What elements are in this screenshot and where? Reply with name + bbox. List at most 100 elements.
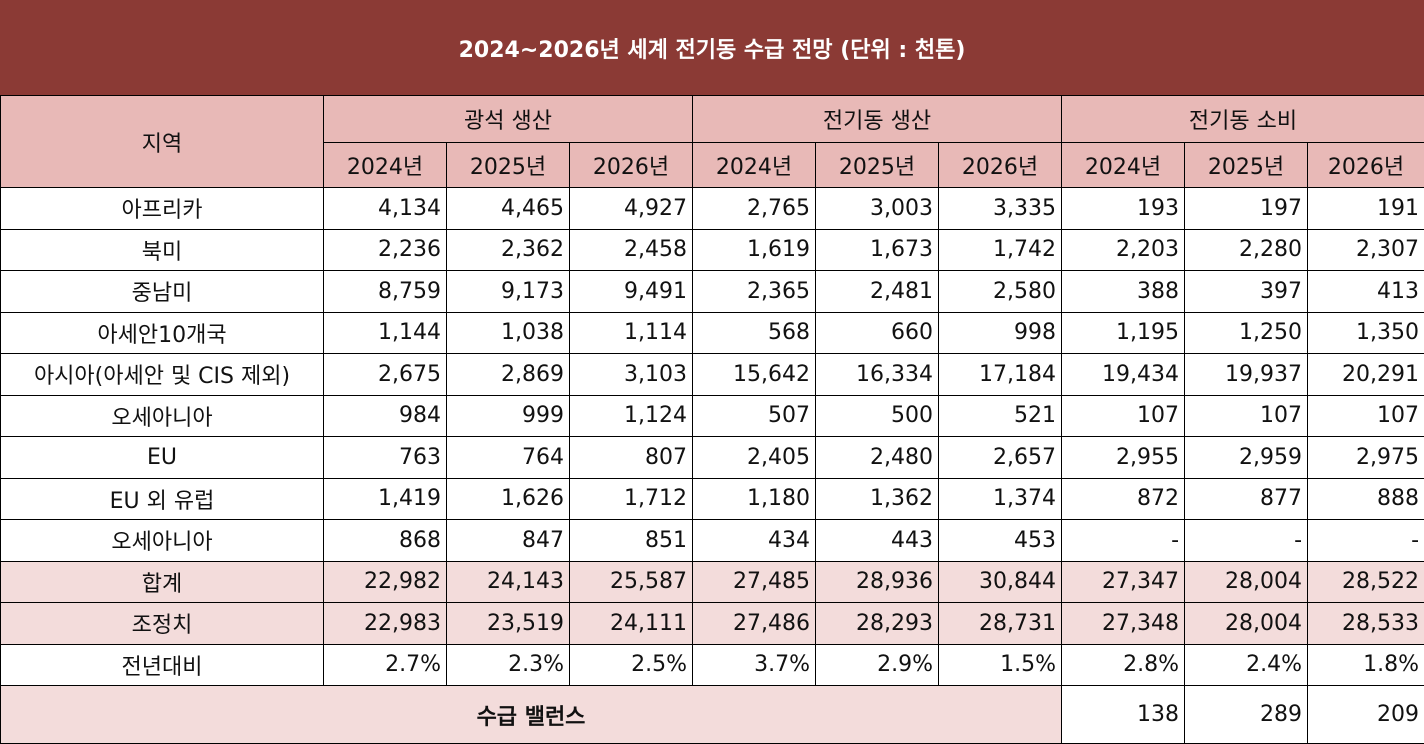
value-cell: 984 <box>323 394 447 437</box>
value-cell: 872 <box>1061 477 1186 520</box>
value-cell: 2,480 <box>815 436 940 479</box>
year-header: 2025년 <box>446 142 570 188</box>
table-title: 2024~2026년 세계 전기동 수급 전망 (단위 : 천톤) <box>0 0 1424 95</box>
region-cell: 전년대비 <box>0 643 324 686</box>
balance-row: 수급 밸런스 138 289 209 <box>0 685 1424 744</box>
region-cell: 북미 <box>0 228 324 271</box>
value-cell: 2,580 <box>938 270 1063 313</box>
value-cell: 851 <box>568 519 694 562</box>
value-cell: 107 <box>1307 394 1424 437</box>
value-cell: 397 <box>1184 270 1309 313</box>
group-header-refined-production: 전기동 생산 <box>692 95 1063 143</box>
value-cell: 877 <box>1184 477 1309 520</box>
value-cell: 27,485 <box>692 560 817 603</box>
value-cell: 3,103 <box>568 353 694 396</box>
value-cell: 521 <box>938 394 1063 437</box>
value-cell: 2,869 <box>446 353 570 396</box>
value-cell: 2,955 <box>1061 436 1186 479</box>
value-cell: 2.8% <box>1061 643 1186 686</box>
region-cell: 아시아(아세안 및 CIS 제외) <box>0 353 324 396</box>
value-cell: 9,173 <box>446 270 570 313</box>
region-cell: 오세아니아 <box>0 394 324 437</box>
year-header: 2024년 <box>692 142 817 188</box>
value-cell: 1,742 <box>938 228 1063 271</box>
value-cell: 2,405 <box>692 436 817 479</box>
value-cell: 22,982 <box>323 560 447 603</box>
region-cell: EU <box>0 436 324 479</box>
value-cell: 1,250 <box>1184 311 1309 354</box>
value-cell: 2,307 <box>1307 228 1424 271</box>
region-cell: 아세안10개국 <box>0 311 324 354</box>
value-cell: 2.7% <box>323 643 447 686</box>
region-cell: 합계 <box>0 560 324 603</box>
value-cell: 999 <box>446 394 570 437</box>
value-cell: 28,293 <box>815 602 940 645</box>
value-cell: 2,765 <box>692 187 817 230</box>
value-cell: 1,144 <box>323 311 447 354</box>
value-cell: 2,481 <box>815 270 940 313</box>
region-cell: 중남미 <box>0 270 324 313</box>
value-cell: 28,004 <box>1184 602 1309 645</box>
value-cell: 568 <box>692 311 817 354</box>
value-cell: 20,291 <box>1307 353 1424 396</box>
balance-value: 138 <box>1061 685 1186 744</box>
value-cell: 19,937 <box>1184 353 1309 396</box>
value-cell: 1,619 <box>692 228 817 271</box>
year-header: 2024년 <box>1061 142 1186 188</box>
value-cell: 453 <box>938 519 1063 562</box>
value-cell: 19,434 <box>1061 353 1186 396</box>
value-cell: 193 <box>1061 187 1186 230</box>
table-row: 북미 2,236 2,362 2,458 1,619 1,673 1,742 2,203 2,2… <box>0 228 1424 271</box>
region-cell: 오세아니아 <box>0 519 324 562</box>
value-cell: 2.5% <box>568 643 694 686</box>
table-row: 아프리카 4,134 4,465 4,927 2,765 3,003 3,335 193 197… <box>0 187 1424 230</box>
total-row: 합계 22,982 24,143 25,587 27,485 28,936 30,844 27… <box>0 560 1424 603</box>
value-cell: 2,975 <box>1307 436 1424 479</box>
value-cell: 1,038 <box>446 311 570 354</box>
value-cell: 764 <box>446 436 570 479</box>
value-cell: 24,111 <box>568 602 694 645</box>
value-cell: 4,134 <box>323 187 447 230</box>
value-cell: 2.4% <box>1184 643 1309 686</box>
value-cell: 434 <box>692 519 817 562</box>
value-cell: 847 <box>446 519 570 562</box>
value-cell: - <box>1184 519 1309 562</box>
value-cell: 4,927 <box>568 187 694 230</box>
value-cell: 2,458 <box>568 228 694 271</box>
value-cell: 2.9% <box>815 643 940 686</box>
value-cell: 807 <box>568 436 694 479</box>
yoy-row: 전년대비 2.7% 2.3% 2.5% 3.7% 2.9% 1.5% 2.8% 2.4% 1.8% <box>0 643 1424 686</box>
value-cell: 3,335 <box>938 187 1063 230</box>
table-row: 오세아니아 868 847 851 434 443 453- - - <box>0 519 1424 562</box>
value-cell: 388 <box>1061 270 1186 313</box>
value-cell: 2,675 <box>323 353 447 396</box>
value-cell: 2,959 <box>1184 436 1309 479</box>
value-cell: 28,004 <box>1184 560 1309 603</box>
copper-supply-demand-table: 지역 광석 생산 전기동 생산 전기동 소비 2024년 2025년 2026년 20… <box>0 95 1424 744</box>
value-cell: 8,759 <box>323 270 447 313</box>
value-cell: 27,486 <box>692 602 817 645</box>
value-cell: 413 <box>1307 270 1424 313</box>
year-header: 2025년 <box>815 142 940 188</box>
value-cell: 16,334 <box>815 353 940 396</box>
value-cell: 27,347 <box>1061 560 1186 603</box>
value-cell: 763 <box>323 436 447 479</box>
value-cell: 2,362 <box>446 228 570 271</box>
region-cell: 아프리카 <box>0 187 324 230</box>
value-cell: 4,465 <box>446 187 570 230</box>
value-cell: 27,348 <box>1061 602 1186 645</box>
value-cell: 660 <box>815 311 940 354</box>
value-cell: 107 <box>1061 394 1186 437</box>
value-cell: 888 <box>1307 477 1424 520</box>
value-cell: 2,365 <box>692 270 817 313</box>
value-cell: - <box>1307 519 1424 562</box>
value-cell: 15,642 <box>692 353 817 396</box>
region-cell: EU 외 유럽 <box>0 477 324 520</box>
table-row: 아시아(아세안 및 CIS 제외) 2,675 2,869 3,103 15,642 16… <box>0 353 1424 396</box>
table-row: EU 외 유럽 1,419 1,626 1,712 1,180 1,362 1,374 872… <box>0 477 1424 520</box>
value-cell: 868 <box>323 519 447 562</box>
value-cell: 1,712 <box>568 477 694 520</box>
value-cell: 2.3% <box>446 643 570 686</box>
value-cell: 1,673 <box>815 228 940 271</box>
region-cell: 조정치 <box>0 602 324 645</box>
